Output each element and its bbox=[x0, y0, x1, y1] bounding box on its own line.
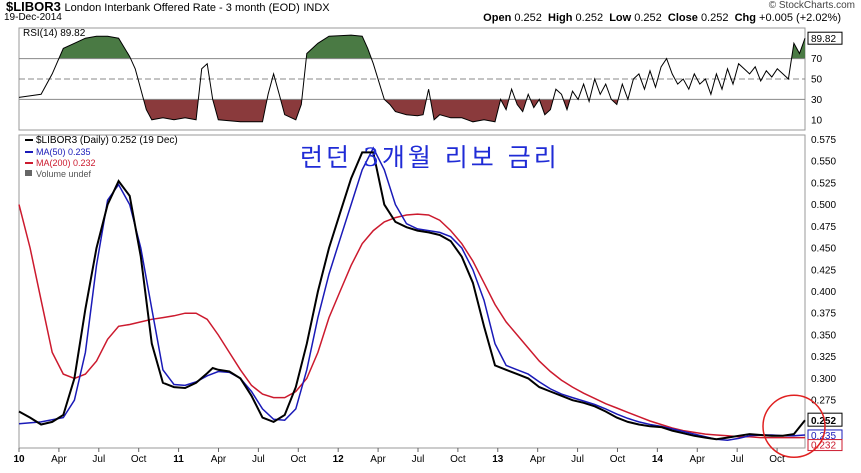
x-tick-label: Jul bbox=[731, 454, 744, 465]
price-tick-label: 0.575 bbox=[811, 135, 836, 146]
x-tick-label: Oct bbox=[450, 454, 466, 465]
ma200-line bbox=[18, 204, 805, 439]
price-tick-label: 0.275 bbox=[811, 396, 836, 407]
low-value: 0.252 bbox=[634, 12, 662, 24]
x-tick-label: Oct bbox=[610, 454, 626, 465]
ohlc-readout: Open 0.252 High 0.252 Low 0.252 Close 0.… bbox=[483, 12, 841, 24]
rsi-oversold-fill bbox=[19, 99, 805, 122]
open-value: 0.252 bbox=[514, 12, 542, 24]
x-tick-label: Jul bbox=[92, 454, 105, 465]
open-label: Open bbox=[483, 12, 512, 24]
rsi-legend: RSI(14) 89.82 bbox=[23, 28, 86, 39]
price-tick-label: 0.325 bbox=[811, 352, 836, 363]
legend-ma50: MA(50) 0.235 bbox=[36, 147, 91, 157]
price-tick-label: 0.350 bbox=[811, 330, 836, 341]
price-tick-label: 0.475 bbox=[811, 222, 836, 233]
legend-swatch-volume bbox=[25, 170, 32, 176]
x-tick-label: 11 bbox=[173, 454, 184, 465]
x-tick-label: 10 bbox=[13, 454, 25, 465]
x-tick-label: Oct bbox=[291, 454, 307, 465]
price-tick-label: 0.450 bbox=[811, 244, 836, 255]
exchange: INDX bbox=[303, 2, 330, 14]
ma200-last-label: 0.232 bbox=[811, 441, 836, 452]
high-label: High bbox=[548, 12, 573, 24]
ma200-last-box bbox=[807, 439, 843, 452]
rsi-line bbox=[18, 34, 806, 123]
price-line bbox=[18, 151, 806, 441]
high-value: 0.252 bbox=[575, 12, 604, 24]
rsi-tick-label: 30 bbox=[811, 95, 823, 106]
watermark: © StockCharts.com bbox=[768, 0, 855, 11]
x-tick-label: Jul bbox=[571, 454, 584, 465]
symbol: $LIBOR3 bbox=[6, 0, 61, 14]
annotation-circle bbox=[762, 394, 826, 459]
price-tick-label: 0.525 bbox=[811, 178, 836, 189]
x-tick-label: Apr bbox=[211, 454, 227, 465]
rsi-last-value-label: 89.82 bbox=[811, 34, 836, 45]
price-tick-label: 0.500 bbox=[811, 200, 836, 211]
change-label: Chg bbox=[734, 12, 756, 24]
x-tick-label: Apr bbox=[689, 454, 705, 465]
price-tick-label: 0.550 bbox=[811, 157, 836, 168]
x-tick-label: Oct bbox=[131, 454, 147, 465]
x-tick-label: Oct bbox=[769, 454, 785, 465]
rsi-overbought-fill bbox=[19, 35, 805, 59]
x-tick-label: Jul bbox=[252, 454, 265, 465]
price-tick-label: 0.375 bbox=[811, 309, 836, 320]
price-tick-label: 0.400 bbox=[811, 287, 836, 298]
close-value: 0.252 bbox=[700, 12, 729, 24]
price-last-label: 0.252 bbox=[811, 416, 836, 427]
legend-price: $LIBOR3 (Daily) 0.252 (19 Dec) bbox=[36, 135, 178, 146]
chart-title: $LIBOR3 London Interbank Offered Rate - … bbox=[6, 0, 330, 14]
x-tick-label: Apr bbox=[51, 454, 67, 465]
close-label: Close bbox=[667, 12, 698, 24]
x-tick-label: Apr bbox=[530, 454, 546, 465]
price-tick-label: 0.425 bbox=[811, 265, 836, 276]
price-panel-frame bbox=[18, 134, 806, 449]
korean-overlay-title: 런던 3개월 리보 금리 bbox=[300, 143, 560, 172]
change-value: +0.005 (+2.02%) bbox=[759, 12, 841, 24]
chart-date: 19-Dec-2014 bbox=[4, 12, 62, 23]
legend-volume: Volume undef bbox=[36, 169, 92, 179]
ma50-line bbox=[18, 146, 806, 441]
x-tick-label: Apr bbox=[370, 454, 386, 465]
legend-ma200: MA(200) 0.232 bbox=[36, 158, 96, 168]
symbol-description: London Interbank Offered Rate - 3 month … bbox=[64, 2, 300, 14]
x-tick-label: 13 bbox=[492, 454, 504, 465]
x-tick-label: Jul bbox=[412, 454, 425, 465]
rsi-tick-label: 50 bbox=[811, 75, 823, 86]
rsi-tick-label: 10 bbox=[811, 115, 823, 126]
x-tick-label: 12 bbox=[333, 454, 345, 465]
price-tick-label: 0.300 bbox=[811, 374, 836, 385]
rsi-tick-label: 70 bbox=[811, 54, 823, 65]
rsi-last-value-box bbox=[807, 31, 843, 45]
low-label: Low bbox=[609, 12, 632, 24]
x-tick-label: 14 bbox=[652, 454, 664, 465]
